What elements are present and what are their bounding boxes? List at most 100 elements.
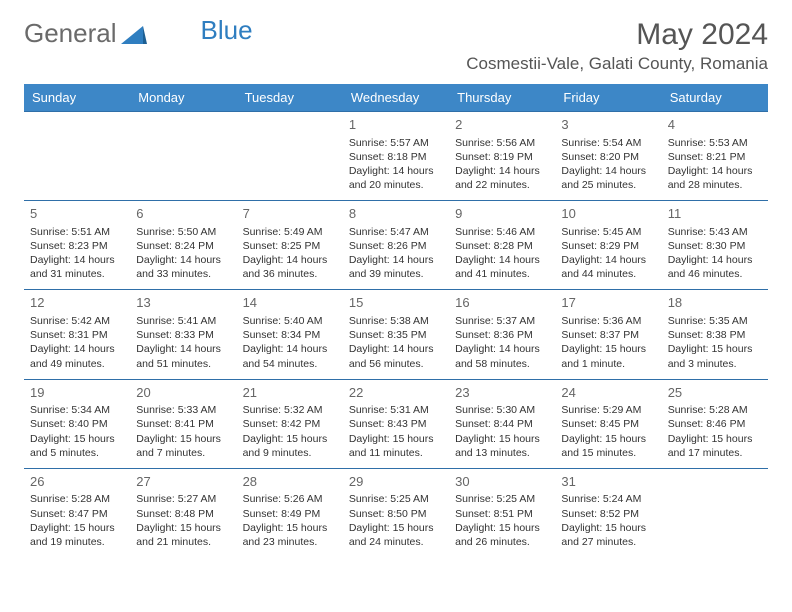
sunrise-line: Sunrise: 5:40 AM — [243, 314, 337, 328]
calendar-day-cell: 14Sunrise: 5:40 AMSunset: 8:34 PMDayligh… — [237, 290, 343, 379]
calendar-empty-cell — [662, 468, 768, 557]
sunrise-line: Sunrise: 5:25 AM — [349, 492, 443, 506]
sunset-line: Sunset: 8:47 PM — [30, 507, 124, 521]
sunset-line: Sunset: 8:52 PM — [561, 507, 655, 521]
sunset-line: Sunset: 8:20 PM — [561, 150, 655, 164]
location-text: Cosmestii-Vale, Galati County, Romania — [466, 54, 768, 74]
header: General Blue May 2024 Cosmestii-Vale, Ga… — [24, 18, 768, 74]
daylight-line: Daylight: 15 hours and 19 minutes. — [30, 521, 124, 549]
sunset-line: Sunset: 8:38 PM — [668, 328, 762, 342]
daylight-line: Daylight: 14 hours and 44 minutes. — [561, 253, 655, 281]
calendar-day-cell: 28Sunrise: 5:26 AMSunset: 8:49 PMDayligh… — [237, 468, 343, 557]
calendar-day-cell: 6Sunrise: 5:50 AMSunset: 8:24 PMDaylight… — [130, 201, 236, 290]
sunrise-line: Sunrise: 5:38 AM — [349, 314, 443, 328]
daylight-line: Daylight: 15 hours and 23 minutes. — [243, 521, 337, 549]
calendar-day-cell: 25Sunrise: 5:28 AMSunset: 8:46 PMDayligh… — [662, 379, 768, 468]
sunset-line: Sunset: 8:19 PM — [455, 150, 549, 164]
day-number: 19 — [30, 384, 124, 402]
sunset-line: Sunset: 8:24 PM — [136, 239, 230, 253]
sunrise-line: Sunrise: 5:50 AM — [136, 225, 230, 239]
sunrise-line: Sunrise: 5:34 AM — [30, 403, 124, 417]
sunrise-line: Sunrise: 5:51 AM — [30, 225, 124, 239]
sunset-line: Sunset: 8:49 PM — [243, 507, 337, 521]
day-number: 30 — [455, 473, 549, 491]
sunrise-line: Sunrise: 5:30 AM — [455, 403, 549, 417]
day-number: 23 — [455, 384, 549, 402]
day-number: 4 — [668, 116, 762, 134]
calendar-week-row: 5Sunrise: 5:51 AMSunset: 8:23 PMDaylight… — [24, 201, 768, 290]
calendar-day-cell: 15 Sunrise: 5:38 AMSunset: 8:35 PMDayligh… — [343, 290, 449, 379]
day-number: 22 — [349, 384, 443, 402]
calendar-day-cell: 19Sunrise: 5:34 AMSunset: 8:40 PMDayligh… — [24, 379, 130, 468]
daylight-line: Daylight: 15 hours and 24 minutes. — [349, 521, 443, 549]
logo-triangle-icon — [121, 24, 147, 44]
daylight-line: Daylight: 14 hours and 46 minutes. — [668, 253, 762, 281]
calendar-day-cell: 12Sunrise: 5:42 AMSunset: 8:31 PMDayligh… — [24, 290, 130, 379]
day-number: 29 — [349, 473, 443, 491]
weekday-header: Tuesday — [237, 84, 343, 112]
sunset-line: Sunset: 8:29 PM — [561, 239, 655, 253]
sunrise-line: Sunrise: 5:35 AM — [668, 314, 762, 328]
calendar-day-cell: 13Sunrise: 5:41 AMSunset: 8:33 PMDayligh… — [130, 290, 236, 379]
sunset-line: Sunset: 8:43 PM — [349, 417, 443, 431]
calendar-day-cell: 24Sunrise: 5:29 AMSunset: 8:45 PMDayligh… — [555, 379, 661, 468]
sunset-line: Sunset: 8:35 PM — [349, 328, 443, 342]
day-number: 7 — [243, 205, 337, 223]
sunrise-line: Sunrise: 5:25 AM — [455, 492, 549, 506]
day-number: 27 — [136, 473, 230, 491]
calendar-day-cell: 27Sunrise: 5:27 AMSunset: 8:48 PMDayligh… — [130, 468, 236, 557]
sunrise-line: Sunrise: 5:31 AM — [349, 403, 443, 417]
day-number: 17 — [561, 294, 655, 312]
sunset-line: Sunset: 8:25 PM — [243, 239, 337, 253]
sunset-line: Sunset: 8:18 PM — [349, 150, 443, 164]
calendar-day-cell: 26Sunrise: 5:28 AMSunset: 8:47 PMDayligh… — [24, 468, 130, 557]
sunset-line: Sunset: 8:26 PM — [349, 239, 443, 253]
daylight-line: Daylight: 14 hours and 39 minutes. — [349, 253, 443, 281]
sunset-line: Sunset: 8:37 PM — [561, 328, 655, 342]
day-number: 1 — [349, 116, 443, 134]
daylight-line: Daylight: 15 hours and 9 minutes. — [243, 432, 337, 460]
calendar-day-cell: 18Sunrise: 5:35 AMSunset: 8:38 PMDayligh… — [662, 290, 768, 379]
calendar-day-cell: 8Sunrise: 5:47 AMSunset: 8:26 PMDaylight… — [343, 201, 449, 290]
day-number: 24 — [561, 384, 655, 402]
day-number: 13 — [136, 294, 230, 312]
sunrise-line: Sunrise: 5:46 AM — [455, 225, 549, 239]
sunset-line: Sunset: 8:30 PM — [668, 239, 762, 253]
day-number: 9 — [455, 205, 549, 223]
calendar-day-cell: 3Sunrise: 5:54 AMSunset: 8:20 PMDaylight… — [555, 112, 661, 201]
daylight-line: Daylight: 15 hours and 17 minutes. — [668, 432, 762, 460]
daylight-line: Daylight: 14 hours and 51 minutes. — [136, 342, 230, 370]
sunrise-line: Sunrise: 5:57 AM — [349, 136, 443, 150]
sunrise-line: Sunrise: 5:41 AM — [136, 314, 230, 328]
day-number: 15 — [349, 294, 443, 312]
weekday-header: Saturday — [662, 84, 768, 112]
calendar-week-row: 1Sunrise: 5:57 AMSunset: 8:18 PMDaylight… — [24, 112, 768, 201]
daylight-line: Daylight: 14 hours and 56 minutes. — [349, 342, 443, 370]
calendar-week-row: 19Sunrise: 5:34 AMSunset: 8:40 PM Dayligh… — [24, 379, 768, 468]
daylight-line: Daylight: 15 hours and 1 minute. — [561, 342, 655, 370]
sunrise-line: Sunrise: 5:26 AM — [243, 492, 337, 506]
sunrise-line: Sunrise: 5:32 AM — [243, 403, 337, 417]
calendar-week-row: 26Sunrise: 5:28 AMSunset: 8:47 PMDayligh… — [24, 468, 768, 557]
sunset-line: Sunset: 8:42 PM — [243, 417, 337, 431]
calendar-day-cell: 16Sunrise: 5:37 AMSunset: 8:36 PMDayligh… — [449, 290, 555, 379]
calendar-day-cell: 23Sunrise: 5:30 AMSunset: 8:44 PMDayligh… — [449, 379, 555, 468]
day-number: 14 — [243, 294, 337, 312]
day-number: 20 — [136, 384, 230, 402]
calendar-day-cell: 10Sunrise: 5:45 AMSunset: 8:29 PMDayligh… — [555, 201, 661, 290]
calendar-day-cell: 30Sunrise: 5:25 AMSunset: 8:51 PMDayligh… — [449, 468, 555, 557]
calendar-day-cell: 29Sunrise: 5:25 AMSunset: 8:50 PMDayligh… — [343, 468, 449, 557]
daylight-line: Daylight: 14 hours and 49 minutes. — [30, 342, 124, 370]
sunset-line: Sunset: 8:40 PM — [30, 417, 124, 431]
sunset-line: Sunset: 8:45 PM — [561, 417, 655, 431]
sunset-line: Sunset: 8:41 PM — [136, 417, 230, 431]
brand-word-1: General — [24, 18, 117, 49]
calendar-day-cell: 1Sunrise: 5:57 AMSunset: 8:18 PMDaylight… — [343, 112, 449, 201]
day-number: 3 — [561, 116, 655, 134]
sunrise-line: Sunrise: 5:33 AM — [136, 403, 230, 417]
sunrise-line: Sunrise: 5:28 AM — [30, 492, 124, 506]
calendar-day-cell: 9Sunrise: 5:46 AMSunset: 8:28 PMDaylight… — [449, 201, 555, 290]
daylight-line: Daylight: 14 hours and 41 minutes. — [455, 253, 549, 281]
calendar-table: SundayMondayTuesdayWednesdayThursdayFrid… — [24, 84, 768, 557]
sunrise-line: Sunrise: 5:53 AM — [668, 136, 762, 150]
